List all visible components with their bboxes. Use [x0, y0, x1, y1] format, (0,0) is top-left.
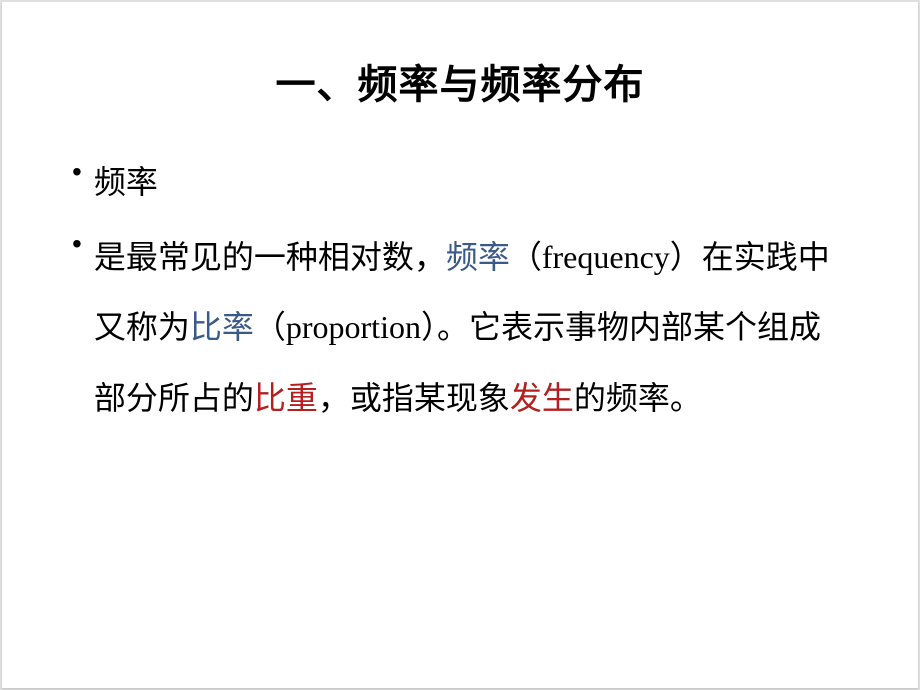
- bullet-dot-icon: •: [72, 156, 82, 188]
- text-segment: （: [510, 239, 542, 275]
- highlight-blue: 频率: [446, 239, 510, 275]
- bullet-text-1: 频率: [94, 150, 158, 214]
- slide-title: 一、频率与频率分布: [72, 52, 848, 110]
- bullet-dot-icon: •: [72, 228, 82, 260]
- bullet-text-2: 是最常见的一种相对数，频率（frequency）在实践中又称为比率（propor…: [94, 222, 848, 433]
- text-segment: 是最常见的一种相对数，: [94, 239, 446, 275]
- highlight-blue: 比率: [190, 309, 254, 345]
- bullet-item-1: • 频率: [72, 150, 848, 214]
- slide: 一、频率与频率分布 • 频率 • 是最常见的一种相对数，频率（frequency…: [2, 2, 918, 688]
- text-segment: （: [254, 309, 286, 345]
- highlight-red: 比重: [254, 380, 318, 416]
- text-segment: 的频率。: [574, 380, 702, 416]
- latin-term: proportion: [286, 309, 421, 345]
- text-segment: ，或指某现象: [318, 380, 510, 416]
- bullet-item-2: • 是最常见的一种相对数，频率（frequency）在实践中又称为比率（prop…: [72, 222, 848, 433]
- latin-term: frequency: [542, 239, 670, 275]
- highlight-red: 发生: [510, 380, 574, 416]
